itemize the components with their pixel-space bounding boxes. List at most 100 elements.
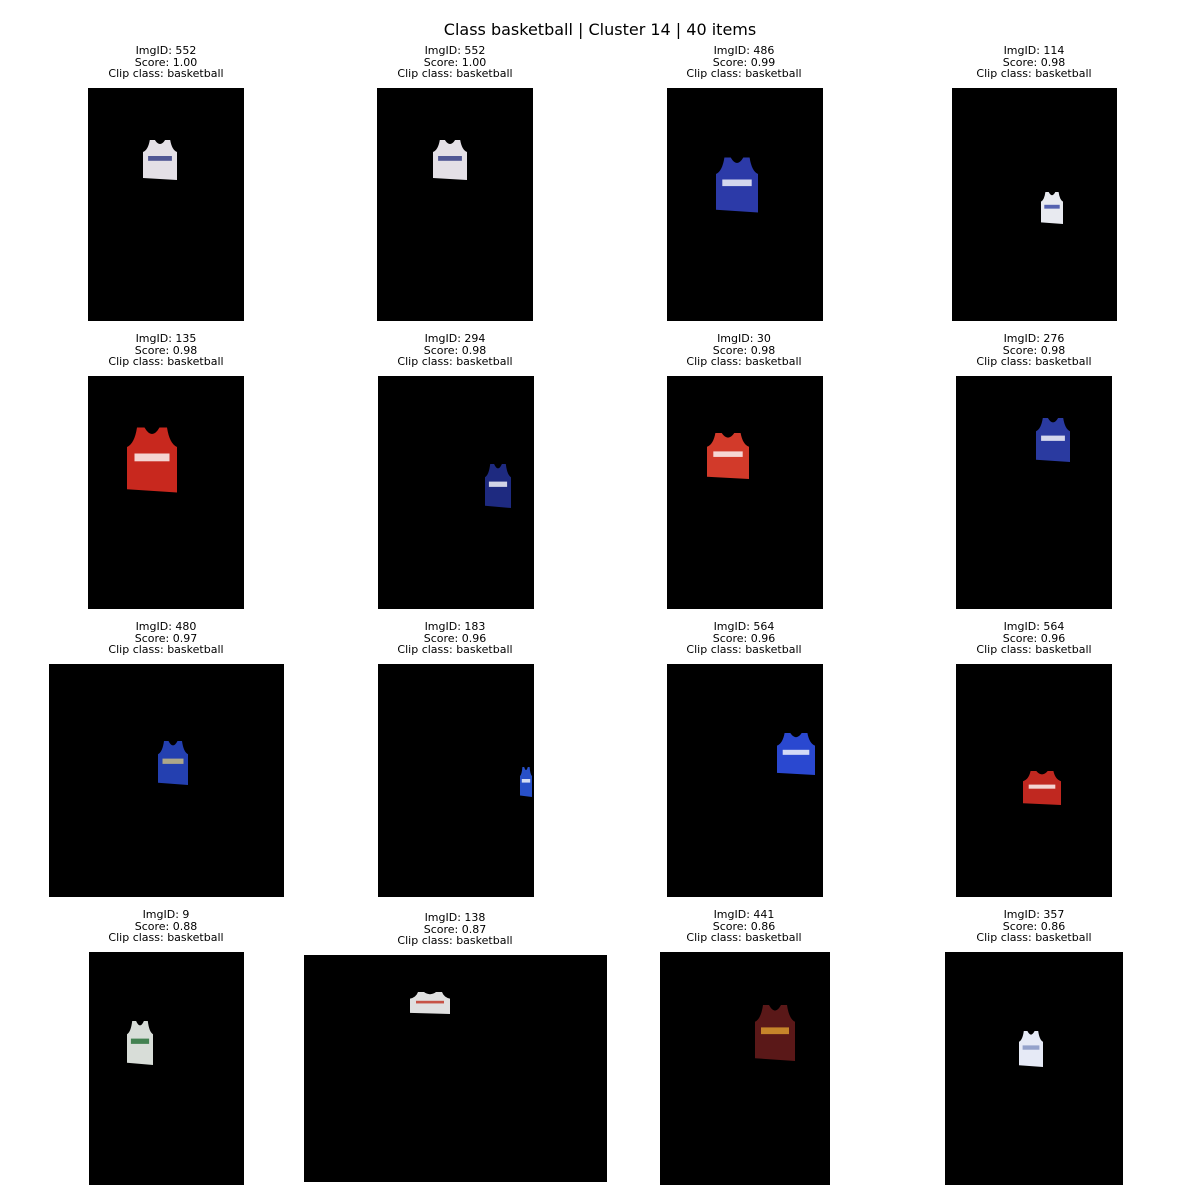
cell-caption: ImgID: 480 Score: 0.97 Clip class: basketb… xyxy=(66,621,266,656)
cluster-thumbnail xyxy=(660,952,830,1185)
cell-caption: ImgID: 486 Score: 0.99 Clip class: basketb… xyxy=(644,45,844,80)
jersey-icon xyxy=(127,1021,153,1065)
jersey-icon xyxy=(410,992,450,1014)
jersey-icon xyxy=(127,427,177,493)
jersey-icon xyxy=(1019,1031,1043,1067)
jersey-icon xyxy=(485,464,511,508)
caption-clip: Clip class: basketball xyxy=(108,643,224,656)
caption-clip: Clip class: basketball xyxy=(976,355,1092,368)
jersey-stripe xyxy=(782,749,810,755)
cluster-thumbnail xyxy=(88,376,244,609)
jersey-icon xyxy=(716,157,758,213)
caption-clip: Clip class: basketball xyxy=(397,355,513,368)
caption-imgid: ImgID: 276 xyxy=(1003,332,1065,345)
jersey-stripe xyxy=(134,453,170,462)
cluster-thumbnail xyxy=(377,88,533,321)
cluster-thumbnail xyxy=(667,376,823,609)
caption-clip: Clip class: basketball xyxy=(108,67,224,80)
caption-imgid: ImgID: 30 xyxy=(717,332,771,345)
cluster-thumbnail xyxy=(304,955,607,1182)
caption-clip: Clip class: basketball xyxy=(108,355,224,368)
caption-clip: Clip class: basketball xyxy=(686,67,802,80)
cluster-thumbnail xyxy=(88,88,244,321)
jersey-stripe xyxy=(722,179,752,187)
caption-score: Score: 0.88 xyxy=(134,919,198,933)
jersey-stripe xyxy=(521,779,531,783)
caption-imgid: ImgID: 480 xyxy=(135,620,197,633)
caption-score: Score: 0.97 xyxy=(134,631,198,645)
cell-caption: ImgID: 552 Score: 1.00 Clip class: basketb… xyxy=(355,45,555,80)
caption-imgid: ImgID: 135 xyxy=(135,332,197,345)
jersey-icon xyxy=(1041,192,1063,224)
jersey-stripe xyxy=(438,156,462,161)
caption-imgid: ImgID: 183 xyxy=(424,620,486,633)
jersey-icon xyxy=(158,741,188,785)
caption-imgid: ImgID: 138 xyxy=(424,911,486,924)
caption-imgid: ImgID: 552 xyxy=(424,44,486,57)
caption-clip: Clip class: basketball xyxy=(976,643,1092,656)
caption-clip: Clip class: basketball xyxy=(686,643,802,656)
caption-score: Score: 0.98 xyxy=(423,343,487,357)
caption-score: Score: 0.98 xyxy=(712,343,776,357)
caption-score: Score: 0.86 xyxy=(1002,919,1066,933)
caption-score: Score: 0.96 xyxy=(712,631,776,645)
caption-clip: Clip class: basketball xyxy=(686,931,802,944)
cell-caption: ImgID: 138 Score: 0.87 Clip class: basketb… xyxy=(355,912,555,947)
caption-imgid: ImgID: 441 xyxy=(713,908,775,921)
jersey-stripe xyxy=(488,481,508,487)
jersey-stripe xyxy=(1022,1045,1040,1050)
cluster-thumbnail xyxy=(89,952,244,1185)
jersey-stripe xyxy=(148,156,172,161)
cluster-thumbnail xyxy=(956,664,1112,897)
caption-clip: Clip class: basketball xyxy=(108,931,224,944)
cell-caption: ImgID: 114 Score: 0.98 Clip class: basketb… xyxy=(934,45,1134,80)
jersey-icon xyxy=(777,733,815,775)
cell-caption: ImgID: 30 Score: 0.98 Clip class: basketba… xyxy=(644,333,844,368)
caption-score: Score: 1.00 xyxy=(423,55,487,69)
caption-imgid: ImgID: 114 xyxy=(1003,44,1065,57)
cluster-thumbnail xyxy=(49,664,284,897)
jersey-icon xyxy=(707,433,749,479)
caption-score: Score: 0.96 xyxy=(1002,631,1066,645)
cell-caption: ImgID: 564 Score: 0.96 Clip class: basketb… xyxy=(644,621,844,656)
jersey-icon xyxy=(143,140,177,180)
caption-score: Score: 0.96 xyxy=(423,631,487,645)
cluster-thumbnail xyxy=(378,376,534,609)
jersey-icon xyxy=(1023,771,1061,805)
jersey-icon xyxy=(755,1005,795,1061)
jersey-icon xyxy=(1036,418,1070,462)
cell-caption: ImgID: 564 Score: 0.96 Clip class: basketb… xyxy=(934,621,1134,656)
figure-title: Class basketball | Cluster 14 | 40 items xyxy=(443,20,757,39)
jersey-stripe xyxy=(1041,435,1065,441)
jersey-icon xyxy=(433,140,467,180)
caption-score: Score: 0.98 xyxy=(134,343,198,357)
caption-score: Score: 0.86 xyxy=(712,919,776,933)
cell-caption: ImgID: 357 Score: 0.86 Clip class: basketb… xyxy=(934,909,1134,944)
cell-caption: ImgID: 9 Score: 0.88 Clip class: basketbal… xyxy=(66,909,266,944)
caption-score: Score: 0.98 xyxy=(1002,55,1066,69)
jersey-stripe xyxy=(1028,784,1056,789)
caption-clip: Clip class: basketball xyxy=(397,643,513,656)
caption-clip: Clip class: basketball xyxy=(686,355,802,368)
caption-imgid: ImgID: 486 xyxy=(713,44,775,57)
caption-imgid: ImgID: 294 xyxy=(424,332,486,345)
cluster-thumbnail xyxy=(952,88,1117,321)
caption-score: Score: 0.99 xyxy=(712,55,776,69)
cell-caption: ImgID: 276 Score: 0.98 Clip class: basketb… xyxy=(934,333,1134,368)
cluster-thumbnail xyxy=(956,376,1112,609)
caption-score: Score: 1.00 xyxy=(134,55,198,69)
cell-caption: ImgID: 441 Score: 0.86 Clip class: basketb… xyxy=(644,909,844,944)
jersey-stripe xyxy=(761,1027,789,1035)
jersey-stripe xyxy=(713,451,743,457)
jersey-stripe xyxy=(130,1038,150,1044)
jersey-stripe xyxy=(416,1000,444,1004)
cell-caption: ImgID: 552 Score: 1.00 Clip class: basketb… xyxy=(66,45,266,80)
cluster-thumbnail xyxy=(667,664,823,897)
cell-caption: ImgID: 135 Score: 0.98 Clip class: basketb… xyxy=(66,333,266,368)
cell-caption: ImgID: 294 Score: 0.98 Clip class: basketb… xyxy=(355,333,555,368)
cluster-thumbnail xyxy=(378,664,534,897)
jersey-stripe xyxy=(162,758,184,764)
caption-imgid: ImgID: 357 xyxy=(1003,908,1065,921)
caption-clip: Clip class: basketball xyxy=(976,931,1092,944)
caption-clip: Clip class: basketball xyxy=(397,67,513,80)
